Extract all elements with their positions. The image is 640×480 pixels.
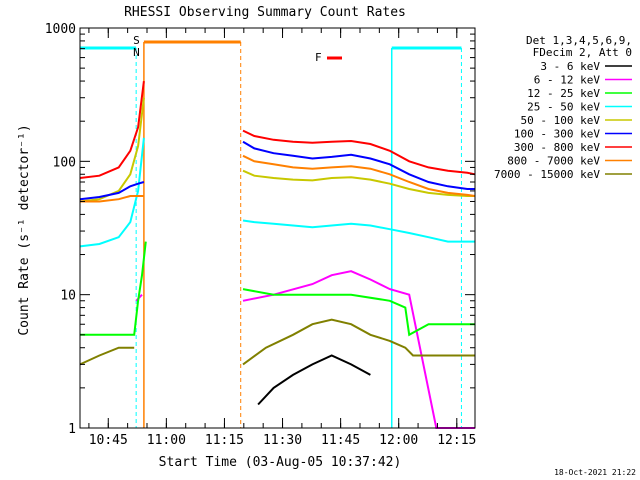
legend-header-1: Det 1,3,4,5,6,9, <box>526 34 632 47</box>
legend-label-7: 300 - 800 keV <box>514 141 600 154</box>
legend-header-2: FDecim 2, Att 0 <box>533 46 632 59</box>
legend-label-3: 12 - 25 keV <box>527 87 600 100</box>
x-tick-label: 11:00 <box>147 433 186 448</box>
legend-label-1: 3 - 6 keV <box>540 60 600 73</box>
flare-label: F <box>315 51 322 64</box>
series-line-5-seg-2 <box>242 169 475 197</box>
legend-label-6: 100 - 300 keV <box>514 128 600 141</box>
series-line-5-seg-1 <box>79 97 145 203</box>
y-tick-label: 1000 <box>45 22 76 37</box>
series-line-3-seg-1 <box>80 241 147 336</box>
plot-area: SN F <box>79 34 476 429</box>
legend: Det 1,3,4,5,6,9,FDecim 2, Att 03 - 6 keV… <box>494 34 632 181</box>
series-line-8-seg-1 <box>80 195 144 203</box>
date-stamp: 18-Oct-2021 21:22 <box>554 468 636 477</box>
series-line-7-seg-1 <box>79 80 145 179</box>
series-line-4-seg-2 <box>242 219 475 243</box>
x-axis-label: Start Time (03-Aug-05 10:37:42) <box>159 455 402 470</box>
series-line-4-seg-1 <box>79 137 145 248</box>
legend-label-9: 7000 - 15000 keV <box>494 168 600 181</box>
x-tick-label: 11:45 <box>321 433 360 448</box>
saa-label: S <box>133 34 140 47</box>
x-tick-label: 11:30 <box>263 433 302 448</box>
y-tick-label: 1 <box>68 422 76 437</box>
series-line-8-seg-2 <box>242 154 476 197</box>
x-tick-label: 11:15 <box>205 433 244 448</box>
axes: 1 10 100 1000 10:45 11:00 11:15 11:30 11:45 12:00… <box>45 22 477 448</box>
x-tick-label: 10:45 <box>89 433 128 448</box>
night-label: N <box>133 46 140 59</box>
series-line-1-seg-2 <box>257 354 371 406</box>
series-line-9-seg-2 <box>242 318 475 366</box>
plot-frame <box>79 27 476 429</box>
y-tick-label: 10 <box>60 289 76 304</box>
legend-label-2: 6 - 12 keV <box>534 74 601 87</box>
series-line-7-seg-2 <box>242 129 476 176</box>
y-tick-label: 100 <box>53 155 76 170</box>
x-tick-label: 12:15 <box>437 433 476 448</box>
chart-title: RHESSI Observing Summary Count Rates <box>124 5 406 20</box>
legend-label-8: 800 - 7000 keV <box>507 155 600 168</box>
legend-label-5: 50 - 100 keV <box>521 114 601 127</box>
legend-label-4: 25 - 50 keV <box>527 101 600 114</box>
y-axis-label: Count Rate (s⁻¹ detector⁻¹) <box>17 124 32 335</box>
series-line-6-seg-1 <box>79 181 145 201</box>
series-line-9-seg-1 <box>79 346 135 366</box>
x-tick-label: 12:00 <box>379 433 418 448</box>
series-line-3-seg-2 <box>242 288 475 337</box>
series-line-6-seg-2 <box>242 140 475 190</box>
